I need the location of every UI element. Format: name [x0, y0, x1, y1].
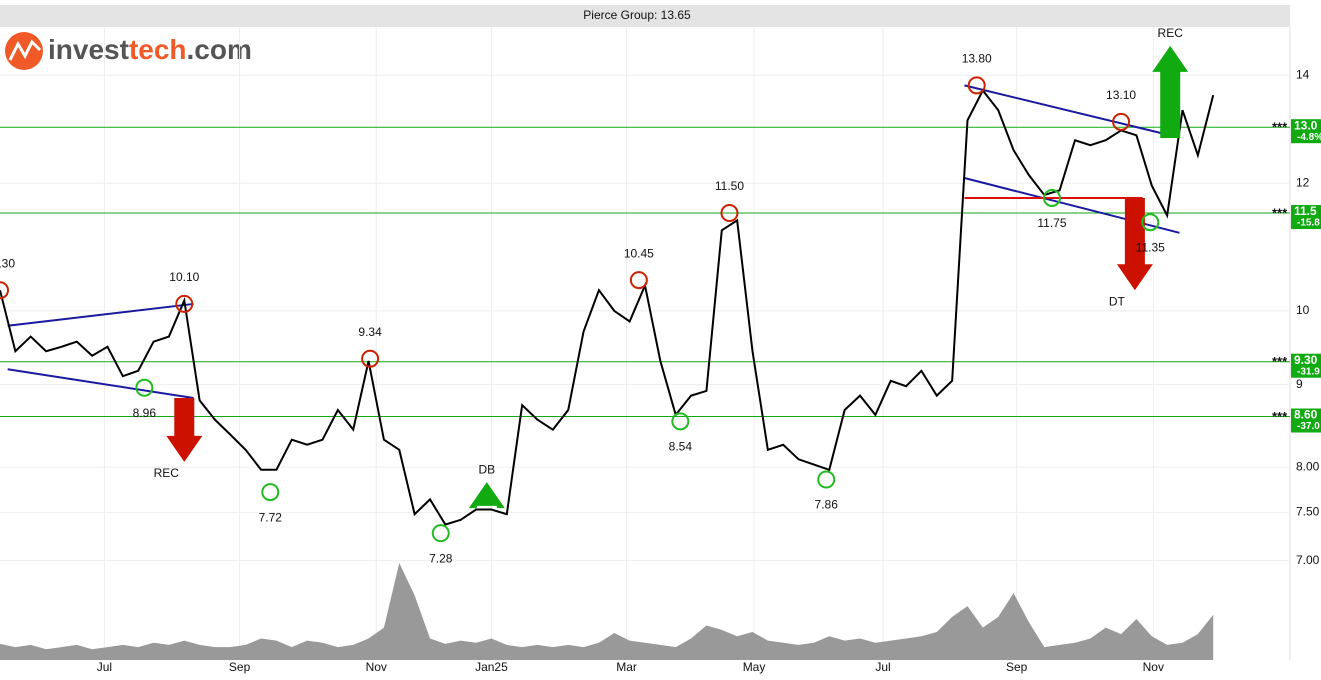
x-tick-label: Nov — [366, 660, 387, 674]
trendline — [7, 368, 194, 400]
level-change: -15.8 — [1297, 218, 1320, 229]
logo-icon — [5, 32, 43, 70]
pivot-label: 10.30 — [0, 256, 15, 270]
logo-part: tech — [129, 34, 187, 65]
pivot-label: 7.86 — [815, 498, 839, 512]
y-tick-label: 14 — [1296, 67, 1310, 81]
signal-label: DB — [478, 462, 495, 476]
signal-arrow — [1116, 197, 1153, 291]
pivot-circle — [629, 271, 648, 290]
signal-arrow — [468, 482, 505, 509]
level-label: 9.30 — [1294, 353, 1318, 367]
pivot-label: 13.10 — [1106, 88, 1136, 102]
level-box — [1291, 353, 1321, 378]
x-tick-label: Jan25 — [475, 660, 508, 674]
x-tick-label: Jul — [875, 660, 890, 674]
level-label: 13.0 — [1294, 118, 1318, 132]
level-change: -37.0 — [1297, 421, 1320, 432]
pivot-label: 10.45 — [624, 246, 654, 260]
level-label: 8.60 — [1294, 408, 1318, 422]
level-change: -4.8% — [1297, 132, 1321, 143]
pivot-label: 8.96 — [133, 406, 157, 420]
level-box — [1291, 119, 1321, 144]
pivot-label: 11.35 — [1136, 240, 1165, 254]
pivot-circle — [720, 204, 739, 223]
pivot-circle — [431, 524, 450, 543]
signal-label: REC — [1158, 26, 1184, 40]
pivot-circle — [817, 470, 836, 489]
signal-label: REC — [154, 466, 180, 480]
x-tick-label: May — [743, 660, 766, 674]
y-tick-label: 7.50 — [1296, 505, 1320, 519]
signal-label: DT — [1109, 294, 1126, 308]
y-tick-label: 12 — [1296, 175, 1310, 189]
logo-icon-line — [8, 39, 42, 61]
level-stars: *** — [1272, 205, 1288, 220]
pivot-circle — [0, 281, 9, 300]
logo-text: investtech.com — [48, 34, 252, 65]
pivot-circle — [967, 76, 986, 95]
logo: investtech.com — [5, 32, 252, 70]
chart-title: Pierce Group: 13.65 — [583, 8, 691, 22]
y-tick-label: 9 — [1296, 377, 1303, 391]
level-stars: *** — [1272, 354, 1288, 369]
pivot-circle — [1112, 112, 1131, 131]
logo-part: invest — [48, 34, 129, 65]
x-tick-label: Sep — [1006, 660, 1028, 674]
y-tick-label: 7.00 — [1296, 553, 1320, 567]
level-stars: *** — [1272, 409, 1288, 424]
trendline — [7, 302, 194, 327]
price-line — [0, 88, 1215, 526]
level-change: -31.9 — [1297, 366, 1320, 377]
title-bar — [0, 5, 1290, 27]
pivot-circle — [175, 294, 194, 313]
pivot-label: 11.50 — [715, 179, 744, 193]
pivot-label: 13.80 — [962, 52, 992, 66]
pivot-label: 7.72 — [259, 510, 283, 524]
volume-area — [0, 563, 1214, 660]
pivot-label: 9.34 — [358, 325, 382, 339]
signal-arrow — [166, 398, 203, 462]
x-tick-label: Nov — [1143, 660, 1164, 674]
y-tick-label: 8.00 — [1296, 459, 1320, 473]
pivot-circle — [135, 378, 154, 397]
x-tick-label: Sep — [229, 660, 251, 674]
pivot-label: 8.54 — [669, 440, 693, 454]
pivot-label: 7.28 — [429, 551, 453, 565]
pivot-circle — [1141, 213, 1160, 232]
logo-part: .com — [187, 34, 252, 65]
pivot-circle — [361, 349, 380, 368]
level-box — [1291, 408, 1321, 433]
pivot-circle — [261, 483, 280, 502]
x-tick-label: Mar — [616, 660, 637, 674]
x-tick-label: Jul — [97, 660, 112, 674]
trendline — [964, 84, 1180, 139]
pivot-label: 11.75 — [1037, 216, 1066, 230]
y-tick-label: 10 — [1296, 303, 1310, 317]
pivot-circle — [671, 412, 690, 431]
level-stars: *** — [1272, 120, 1288, 135]
level-label: 11.5 — [1294, 204, 1317, 218]
level-box — [1291, 205, 1321, 230]
pivot-label: 10.10 — [169, 270, 199, 284]
pivot-circle — [1042, 188, 1061, 207]
signal-arrow — [1152, 45, 1189, 139]
